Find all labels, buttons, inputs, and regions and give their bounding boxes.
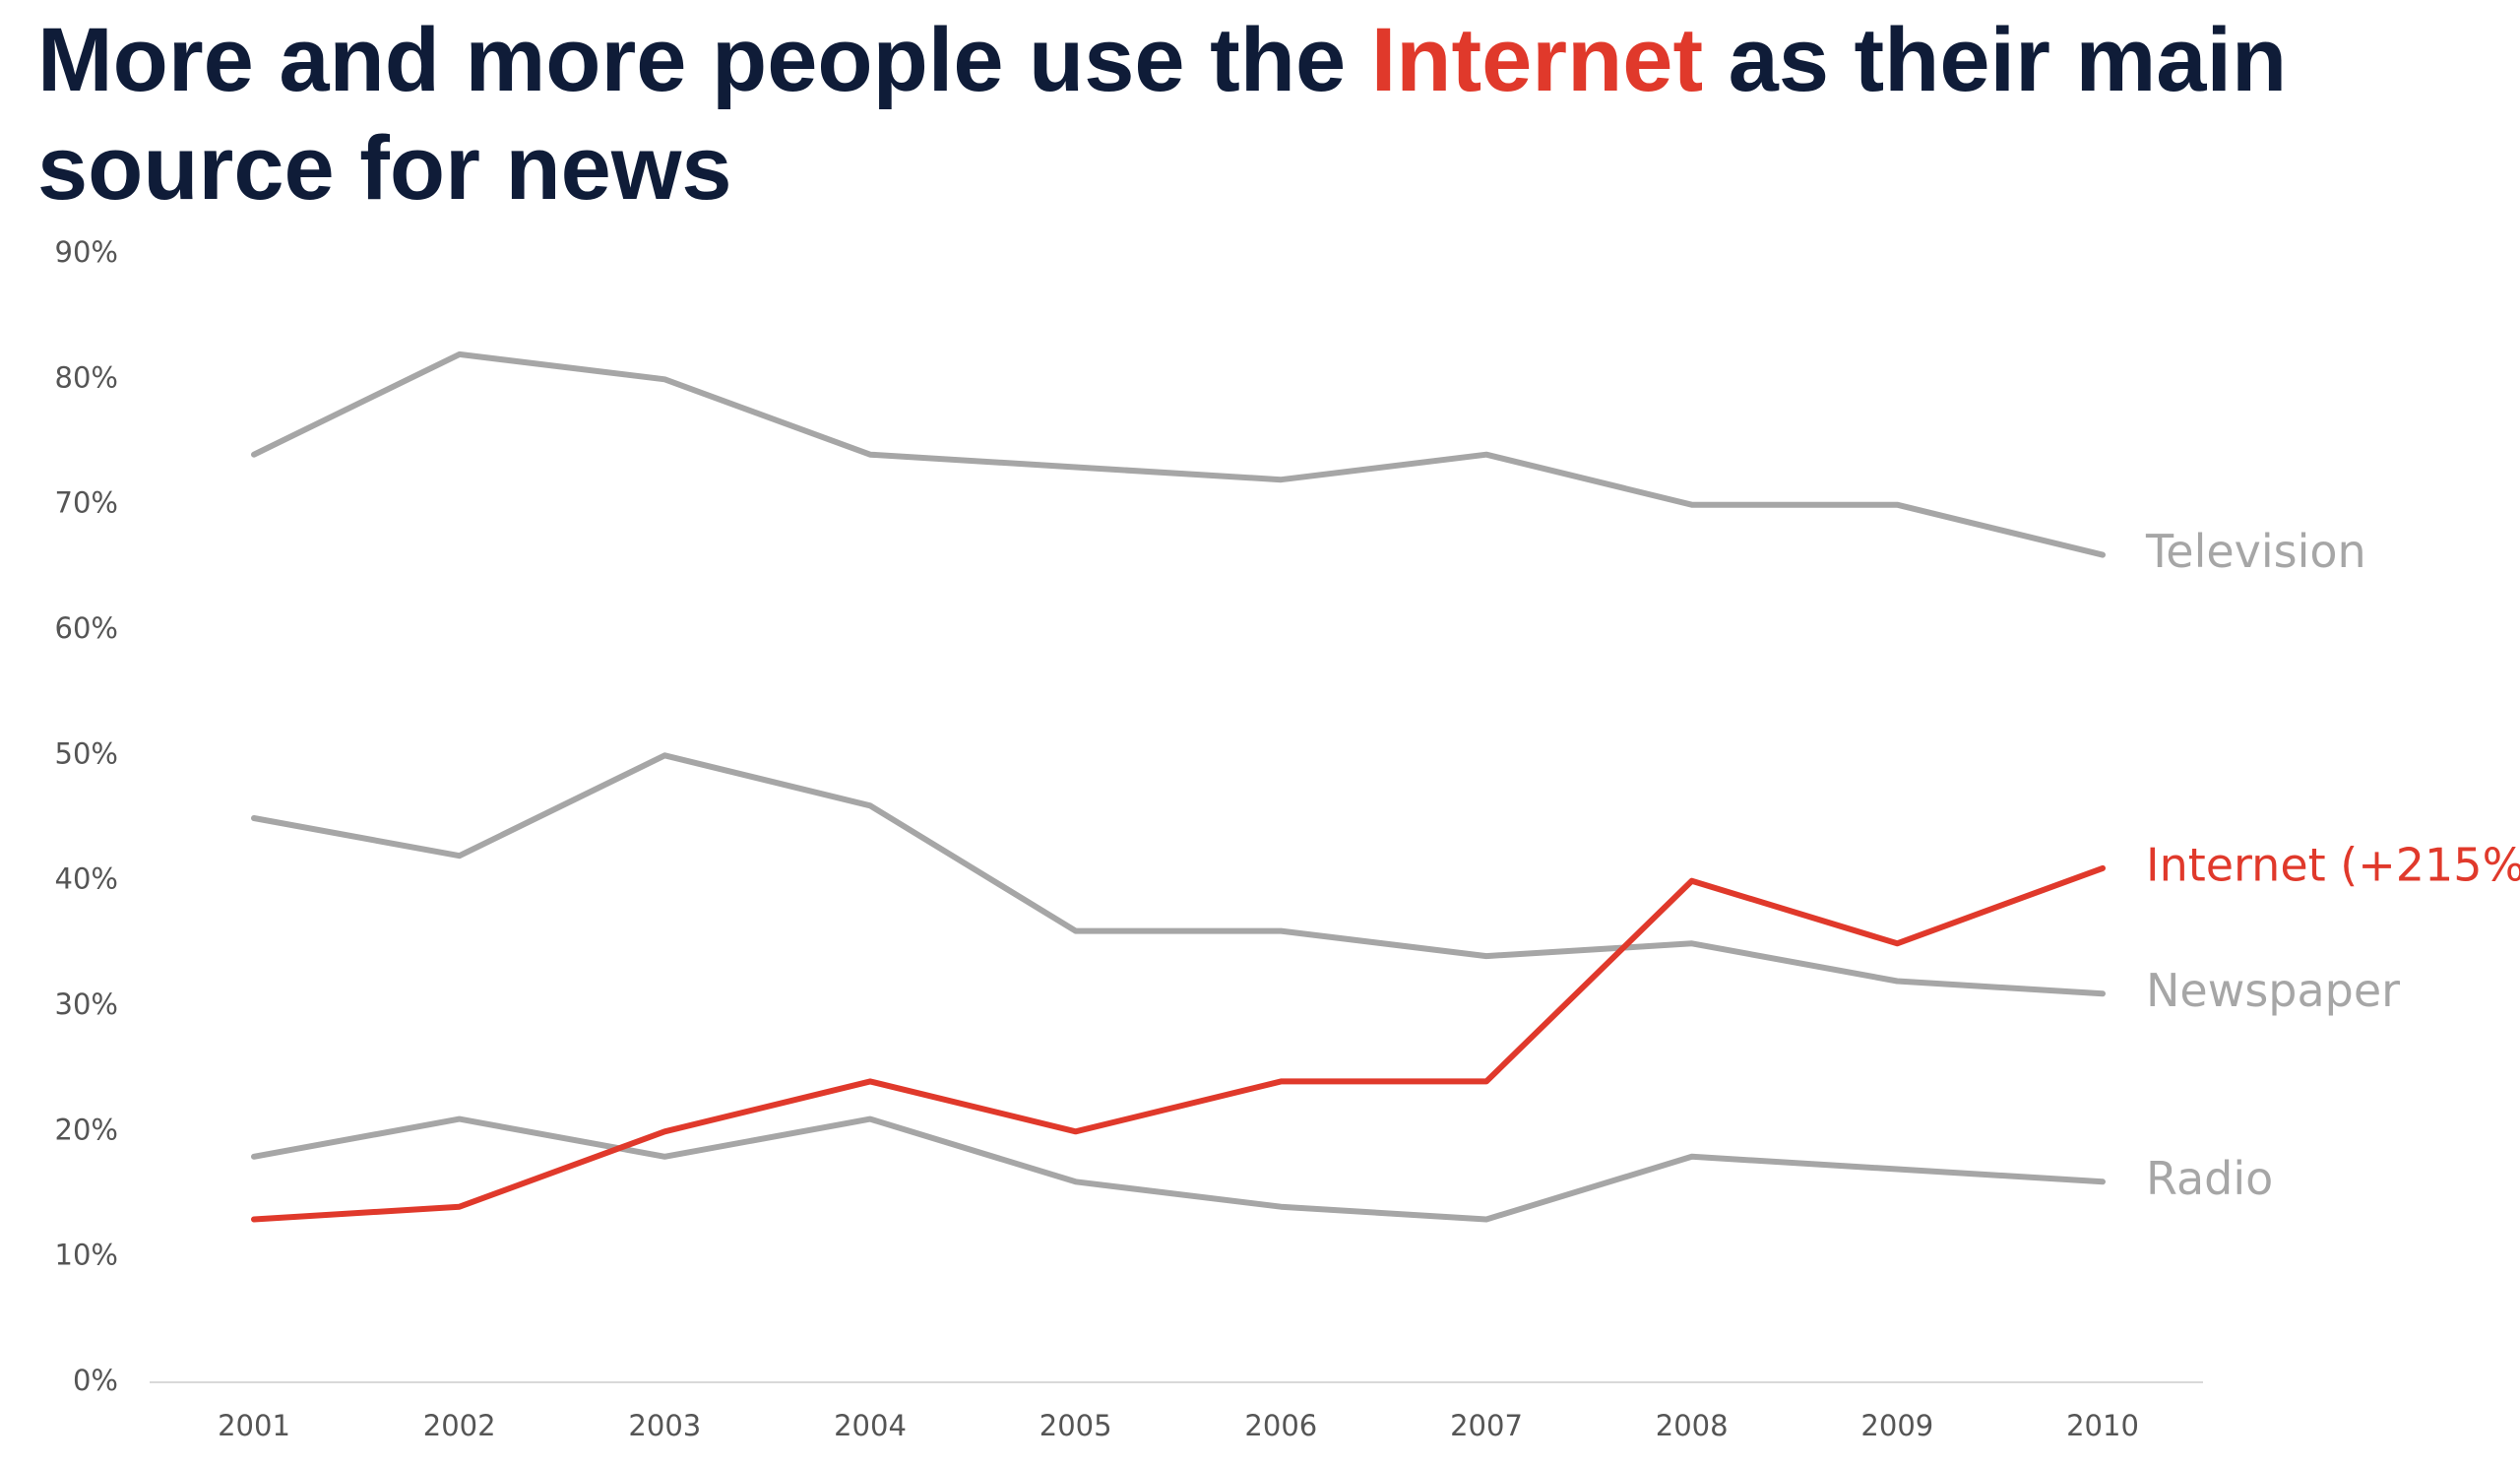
series-label-newspaper: Newspaper xyxy=(2146,964,2400,1017)
x-axis-ticks: 2001 2002 2003 2004 2005 2006 2007 2008 2009 2010 xyxy=(218,1409,2139,1442)
y-tick-label: 20% xyxy=(55,1113,118,1146)
series-label-radio: Radio xyxy=(2146,1152,2273,1205)
title-part1: More and more people use the xyxy=(37,10,1371,110)
x-tick-label: 2010 xyxy=(2066,1409,2139,1442)
series-label-television: Television xyxy=(2145,525,2366,578)
series-lines xyxy=(251,350,2106,1223)
x-tick-label: 2008 xyxy=(1656,1409,1729,1442)
title-highlight: Internet xyxy=(1370,10,1704,110)
y-tick-label: 90% xyxy=(55,235,118,269)
x-tick-label: 2001 xyxy=(218,1409,290,1442)
series-line-internet xyxy=(251,864,2106,1223)
x-tick-label: 2005 xyxy=(1040,1409,1112,1442)
y-tick-label: 50% xyxy=(55,736,118,770)
x-tick-label: 2003 xyxy=(628,1409,701,1442)
series-line-television xyxy=(251,350,2106,558)
series-line-radio xyxy=(251,1115,2106,1223)
y-tick-label: 30% xyxy=(55,987,118,1021)
series-label-internet: Internet (+215%) xyxy=(2146,838,2520,891)
series-line-newspaper xyxy=(251,752,2106,997)
y-tick-label: 40% xyxy=(55,862,118,896)
x-tick-label: 2004 xyxy=(834,1409,907,1442)
x-tick-label: 2006 xyxy=(1244,1409,1317,1442)
series-labels: Television Internet (+215%) Newspaper Radio xyxy=(2145,525,2520,1205)
y-tick-label: 70% xyxy=(55,486,118,520)
x-tick-label: 2002 xyxy=(423,1409,496,1442)
x-tick-label: 2007 xyxy=(1450,1409,1523,1442)
chart-title: More and more people use the Internet as… xyxy=(37,6,2400,223)
y-tick-label: 0% xyxy=(73,1364,118,1397)
y-tick-label: 80% xyxy=(55,360,118,394)
y-tick-label: 10% xyxy=(55,1239,118,1272)
y-tick-label: 60% xyxy=(55,611,118,645)
y-axis-ticks: 0% 10% 20% 30% 40% 50% 60% 70% 80% 90% xyxy=(55,235,118,1397)
title-part2: as their main source for news xyxy=(37,10,2288,219)
x-tick-label: 2009 xyxy=(1860,1409,1933,1442)
